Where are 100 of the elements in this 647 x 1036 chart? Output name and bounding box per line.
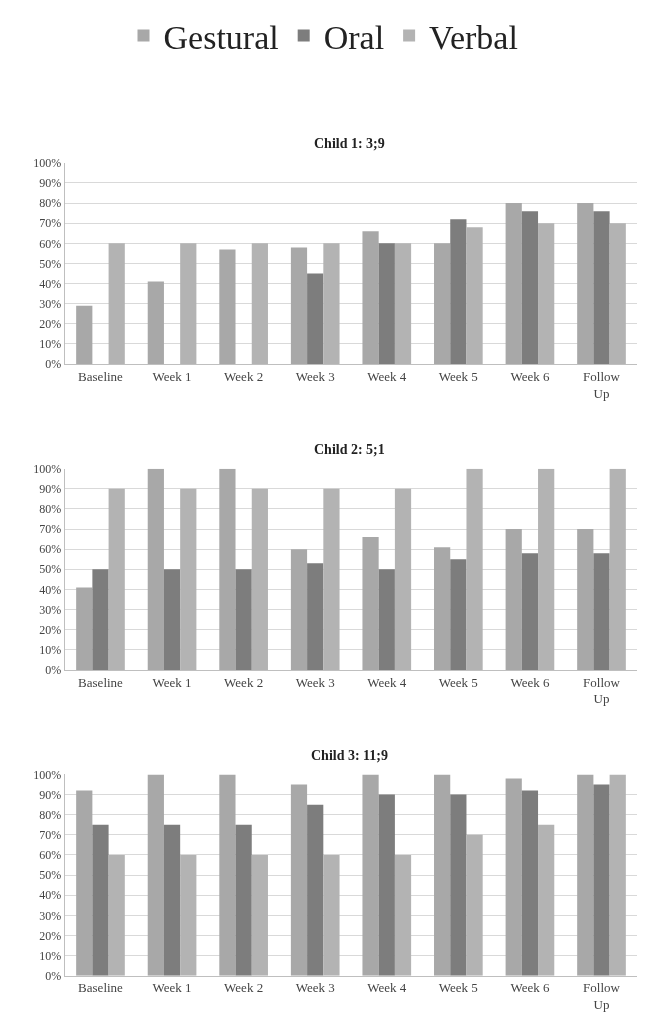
y-tick-label: 70% <box>39 216 62 231</box>
bar <box>362 231 379 365</box>
bar <box>163 569 181 670</box>
bar <box>362 537 379 670</box>
x-tick-label: Week 1 <box>152 674 192 690</box>
x-tick-label: Week 4 <box>367 674 407 690</box>
y-tick-label: 30% <box>39 908 62 923</box>
bar <box>593 553 610 670</box>
x-tick-label: Week 6 <box>510 980 550 996</box>
y-tick-label: 70% <box>39 522 62 537</box>
y-tick-label: 20% <box>39 317 62 332</box>
y-tick-label: 80% <box>39 807 62 822</box>
x-tick-label: Baseline <box>78 980 124 996</box>
y-tick-label: 100% <box>33 156 62 171</box>
bar <box>505 778 522 976</box>
bar <box>362 774 379 976</box>
x-tick-label: Week 2 <box>224 980 264 996</box>
y-tick-label: 80% <box>39 502 62 517</box>
bar <box>521 211 539 365</box>
bar <box>235 569 252 670</box>
chart-title: Child 1: 3;9 <box>314 136 385 151</box>
bar <box>505 203 522 365</box>
y-tick-label: 60% <box>39 236 62 251</box>
bar <box>521 553 539 670</box>
bar <box>505 529 522 670</box>
y-tick-label: 40% <box>39 276 62 291</box>
legend-label: Oral <box>323 18 385 56</box>
chart-title: Child 2: 5;1 <box>314 442 385 457</box>
bar <box>378 243 395 365</box>
bar <box>577 774 594 976</box>
bar <box>92 824 109 976</box>
bar <box>577 203 594 365</box>
bar <box>521 790 539 976</box>
y-tick-label: 50% <box>39 562 62 577</box>
x-tick-label: Week 2 <box>224 368 264 384</box>
y-tick-label: 50% <box>39 868 62 883</box>
y-tick-label: 30% <box>39 602 62 617</box>
y-tick-label: 0% <box>45 357 62 372</box>
x-tick-label: Week 6 <box>510 674 550 690</box>
y-tick-label: 0% <box>45 968 62 983</box>
y-tick-label: 100% <box>33 767 62 782</box>
y-tick-label: 90% <box>39 482 62 496</box>
y-tick-label: 70% <box>39 828 62 843</box>
y-tick-label: 20% <box>39 928 62 943</box>
bar <box>378 569 395 670</box>
x-tick-label: Week 1 <box>152 368 192 384</box>
bar <box>378 794 395 976</box>
y-tick-label: 100% <box>33 461 62 476</box>
x-tick-label: Week 1 <box>152 980 192 996</box>
bar <box>290 784 308 976</box>
y-tick-label: 60% <box>39 848 62 863</box>
bar <box>76 587 93 670</box>
y-tick-label: 50% <box>39 256 62 271</box>
bar <box>76 790 93 976</box>
bar <box>434 774 451 976</box>
y-tick-label: 10% <box>39 337 62 352</box>
chart-title: Child 3: 11;9 <box>311 748 389 763</box>
bar <box>593 784 610 976</box>
x-tick-label: Baseline <box>78 674 124 690</box>
bar <box>434 243 451 365</box>
x-tick-label: Week 3 <box>295 980 335 996</box>
bar <box>147 774 164 976</box>
legend-label: Verbal <box>429 18 518 56</box>
legend-label: Gestural <box>163 18 279 56</box>
y-tick-label: 10% <box>39 643 62 657</box>
y-tick-label: 0% <box>45 663 62 678</box>
bar <box>450 559 467 670</box>
bar <box>163 824 181 976</box>
x-tick-label: Week 6 <box>510 368 550 384</box>
y-tick-label: 90% <box>39 176 62 191</box>
x-tick-label: Week 5 <box>438 980 478 996</box>
bar <box>219 774 236 976</box>
y-tick-label: 80% <box>39 196 62 211</box>
x-tick-label: Week 4 <box>367 980 407 996</box>
x-tick-label: Follow Up <box>583 368 621 401</box>
x-tick-label: Week 3 <box>295 674 335 690</box>
bar <box>450 794 467 976</box>
x-tick-label: Week 4 <box>367 368 407 384</box>
y-tick-label: 20% <box>39 622 62 637</box>
y-tick-label: 40% <box>39 888 62 903</box>
bar <box>307 563 324 670</box>
bar <box>593 211 610 365</box>
y-tick-label: 10% <box>39 948 62 963</box>
bar <box>147 281 164 365</box>
bar <box>450 219 467 365</box>
x-tick-label: Week 5 <box>438 368 478 384</box>
y-tick-label: 90% <box>39 787 62 802</box>
bar <box>235 824 252 976</box>
bar <box>307 804 324 976</box>
x-tick-label: Week 3 <box>295 368 335 384</box>
bar <box>290 549 308 670</box>
y-tick-label: 30% <box>39 296 62 311</box>
bar <box>577 529 594 670</box>
bar <box>290 247 308 365</box>
y-tick-label: 40% <box>39 582 62 597</box>
bar <box>92 569 109 670</box>
bar <box>147 468 164 670</box>
bar <box>307 273 324 365</box>
x-tick-label: Follow Up <box>583 674 621 707</box>
x-tick-label: Follow Up <box>583 980 621 1013</box>
